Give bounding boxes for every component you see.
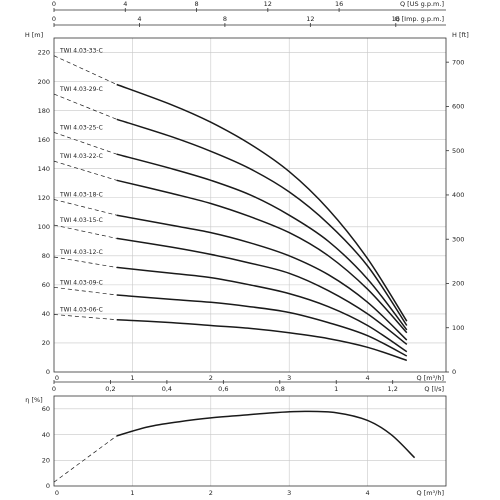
eff-x-tick-label: 1 bbox=[130, 489, 134, 497]
head-curve-8 bbox=[116, 318, 408, 362]
head-curve-label: TWI 4.03-12-C bbox=[59, 249, 103, 256]
top-axis-tick-label: 0 bbox=[52, 15, 56, 23]
top-axis-tick-label: 12 bbox=[306, 15, 314, 23]
head-curve-dash-2 bbox=[53, 132, 117, 155]
head-y-tick-label: 20 bbox=[42, 339, 50, 347]
head-curve-2 bbox=[116, 153, 408, 331]
head-curve-4 bbox=[116, 214, 408, 341]
head-curve-label: TWI 4.03-09-C bbox=[59, 279, 103, 286]
head-y2-axis-label: H [ft] bbox=[452, 31, 469, 39]
top-axis-tick-label: 8 bbox=[194, 0, 198, 8]
head-curve-3 bbox=[116, 179, 408, 334]
head-curve-1 bbox=[116, 118, 408, 326]
head-curve-6 bbox=[116, 266, 408, 353]
head-x-tick-label: 4 bbox=[366, 374, 370, 382]
efficiency-curve-dash bbox=[53, 435, 117, 483]
head-curve-label: TWI 4.03-15-C bbox=[59, 217, 103, 224]
head-y2-tick-label: 100 bbox=[452, 324, 464, 332]
top-axis-tick-label: 4 bbox=[137, 15, 141, 23]
head-y2-tick-label: 600 bbox=[452, 103, 464, 111]
head-curve-dash-6 bbox=[53, 256, 117, 268]
head-curve-dash-0 bbox=[53, 55, 117, 85]
head-x-tick-label: 2 bbox=[209, 374, 213, 382]
head-curve-dash-3 bbox=[53, 160, 117, 181]
eff-y-tick-label: 20 bbox=[42, 456, 50, 464]
top-axis-label: Q [US g.p.m.] bbox=[400, 0, 444, 8]
head-x-tick-label: 3 bbox=[287, 374, 291, 382]
head-y-tick-label: 120 bbox=[38, 194, 50, 202]
efficiency-curve bbox=[116, 410, 416, 459]
head-curve-dash-7 bbox=[53, 286, 117, 296]
top-flow-axes: 0 4 8 12 16 Q [US g.p.m.]0 4 8 12 16Q [Imp. g.p.m… bbox=[52, 0, 446, 27]
head-y-axis-label: H [m] bbox=[25, 31, 43, 39]
ls-axis-tick-label: 0,4 bbox=[162, 385, 172, 393]
top-axis-tick-label: 8 bbox=[223, 15, 227, 23]
head-plot-frame bbox=[53, 37, 447, 373]
head-x-tick-label: 0 bbox=[55, 374, 59, 382]
head-curve-dash-5 bbox=[53, 224, 117, 239]
head-curve-dash-4 bbox=[53, 199, 117, 216]
head-y2-tick-label: 300 bbox=[452, 235, 464, 243]
head-curve-label: TWI 4.03-25-C bbox=[59, 124, 103, 131]
head-y2-tick-label: 500 bbox=[452, 147, 464, 155]
top-axis-label: Q [Imp. g.p.m.] bbox=[394, 15, 444, 23]
flow-ls-axis: 0 0,2 0,4 0,6 0,8 1 1,2 Q [l/s] bbox=[52, 380, 446, 393]
top-axis-tick-label: 0 bbox=[52, 0, 56, 8]
head-y-tick-label: 80 bbox=[42, 252, 50, 260]
head-y2-tick-label: 700 bbox=[452, 58, 464, 66]
top-axis-tick-label: 16 bbox=[335, 0, 343, 8]
eff-x-tick-label: 3 bbox=[287, 489, 291, 497]
head-curve-7 bbox=[116, 294, 408, 357]
head-y2-tick-label: 200 bbox=[452, 280, 464, 288]
eff-y-tick-label: 0 bbox=[46, 482, 50, 490]
head-curve-label: TWI 4.03-18-C bbox=[59, 191, 103, 198]
head-curve-label: TWI 4.03-22-C bbox=[59, 153, 103, 160]
ls-axis-tick-label: 1,2 bbox=[388, 385, 398, 393]
head-y-tick-label: 0 bbox=[46, 368, 50, 376]
eff-x-tick-label: 2 bbox=[209, 489, 213, 497]
head-y-tick-label: 40 bbox=[42, 310, 50, 318]
ls-axis-tick-label: 1 bbox=[334, 385, 338, 393]
head-curve-label: TWI 4.03-29-C bbox=[59, 86, 103, 93]
head-curve-label: TWI 4.03-33-C bbox=[59, 48, 103, 55]
top-axis-tick-label: 12 bbox=[264, 0, 272, 8]
ls-axis-tick-label: 0,2 bbox=[105, 385, 115, 393]
head-curve-0 bbox=[116, 83, 408, 322]
head-y-tick-label: 200 bbox=[38, 78, 50, 86]
head-y-tick-label: 220 bbox=[38, 49, 50, 57]
head-x-axis-label: Q [m³/h] bbox=[416, 374, 444, 382]
eff-x-tick-label: 0 bbox=[55, 489, 59, 497]
head-curve-dash-8 bbox=[53, 314, 117, 321]
head-y-tick-label: 160 bbox=[38, 136, 50, 144]
head-curve-5 bbox=[116, 237, 408, 345]
eff-x-tick-label: 4 bbox=[366, 489, 370, 497]
head-x-tick-label: 1 bbox=[130, 374, 134, 382]
top-axis-tick-label: 16 bbox=[392, 15, 400, 23]
eff-plot-frame bbox=[53, 395, 447, 487]
ls-axis-tick-label: 0 bbox=[52, 385, 56, 393]
top-axis-tick-label: 4 bbox=[123, 0, 127, 8]
head-y-tick-label: 60 bbox=[42, 281, 50, 289]
head-curve-dash-1 bbox=[53, 93, 117, 120]
eff-y-tick-label: 40 bbox=[42, 431, 50, 439]
head-y-tick-label: 180 bbox=[38, 107, 50, 115]
head-y-tick-label: 100 bbox=[38, 223, 50, 231]
efficiency-curve-chart: 0 20 40 60η [%] 0 1 2 3 4 Q [m³/h] bbox=[25, 395, 447, 497]
head-y2-tick-label: 0 bbox=[452, 368, 456, 376]
ls-axis-tick-label: 0,8 bbox=[275, 385, 285, 393]
eff-y-tick-label: 60 bbox=[42, 405, 50, 413]
eff-y-axis-label: η [%] bbox=[25, 396, 42, 404]
ls-axis-label: Q [l/s] bbox=[424, 385, 444, 393]
head-y-tick-label: 140 bbox=[38, 165, 50, 173]
eff-x-axis-label: Q [m³/h] bbox=[416, 489, 444, 497]
head-curve-label: TWI 4.03-06-C bbox=[59, 306, 103, 313]
ls-axis-tick-label: 0,6 bbox=[218, 385, 228, 393]
head-y2-tick-label: 400 bbox=[452, 191, 464, 199]
